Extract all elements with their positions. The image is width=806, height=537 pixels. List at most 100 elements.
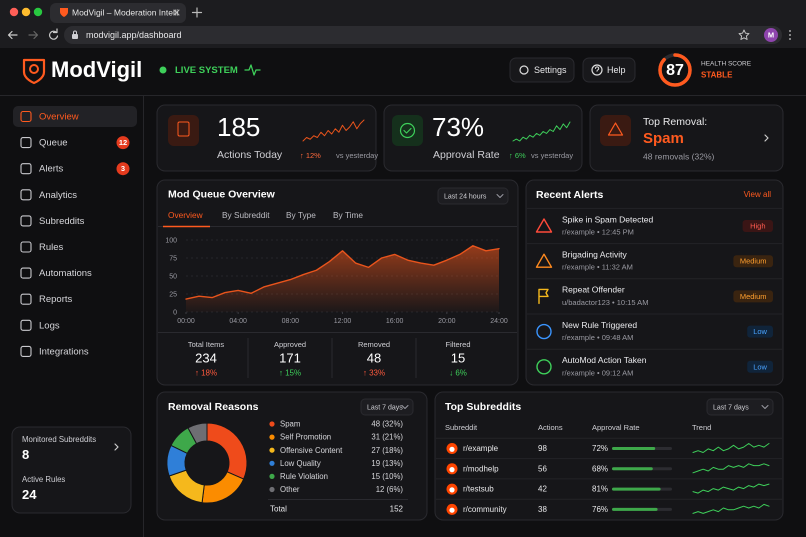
card-title: Mod Queue Overview bbox=[168, 188, 276, 200]
kpi-value: Spam bbox=[643, 130, 684, 147]
bookmark-icon[interactable] bbox=[738, 29, 750, 40]
alert-title[interactable]: Brigading Activity bbox=[562, 249, 627, 259]
approval-label: 68% bbox=[592, 464, 608, 473]
forward-icon[interactable] bbox=[28, 30, 39, 40]
help-button[interactable] bbox=[582, 57, 636, 83]
window-control bbox=[9, 7, 19, 17]
severity-badge bbox=[733, 290, 773, 303]
severity-label: Low bbox=[753, 327, 767, 336]
nav-item[interactable]: Analytics bbox=[39, 190, 77, 201]
kpi-label: Actions Today bbox=[217, 149, 283, 161]
card-chevron[interactable] bbox=[764, 134, 769, 142]
nav-item[interactable]: Logs bbox=[39, 320, 60, 331]
reload-icon[interactable] bbox=[49, 28, 59, 40]
subreddits-card bbox=[434, 391, 784, 521]
nav-item[interactable]: Overview bbox=[39, 112, 79, 123]
stat-change: ↓ 6% bbox=[449, 369, 467, 378]
settings-button[interactable] bbox=[509, 57, 575, 83]
stat-value: 234 bbox=[195, 350, 217, 365]
nav-item[interactable]: Automations bbox=[39, 268, 92, 279]
subreddit-name[interactable]: r/example bbox=[463, 444, 499, 453]
tab[interactable]: By Type bbox=[286, 210, 316, 220]
x-tick-label: 12:00 bbox=[334, 318, 352, 325]
donut-slice bbox=[187, 422, 208, 445]
tab-title: ModVigil – Moderation Intelli bbox=[72, 7, 179, 17]
tab[interactable]: By Time bbox=[333, 210, 363, 220]
sidebar-stat-label: Active Rules bbox=[22, 475, 65, 484]
column-header: Actions bbox=[538, 423, 563, 432]
nav-icon bbox=[20, 110, 32, 123]
alert-title[interactable]: Spike in Spam Detected bbox=[562, 214, 653, 224]
kpi-note: 48 removals (32%) bbox=[643, 151, 715, 161]
alert-meta: r/example • 09:48 AM bbox=[562, 333, 633, 342]
stat-label: Removed bbox=[358, 340, 390, 349]
range-select[interactable] bbox=[706, 398, 774, 416]
column-header: Subreddit bbox=[445, 423, 478, 432]
kpi-note: vs yesterday bbox=[531, 151, 573, 160]
check-icon bbox=[399, 122, 416, 139]
alert-title[interactable]: Repeat Offender bbox=[562, 285, 625, 295]
tab-close-icon[interactable] bbox=[173, 9, 180, 16]
logo-shield bbox=[22, 58, 46, 85]
lock-icon bbox=[72, 34, 78, 39]
subreddit-name[interactable]: r/community bbox=[463, 505, 507, 514]
nav-item[interactable]: Subreddits bbox=[39, 216, 85, 227]
address-bar[interactable] bbox=[64, 26, 782, 44]
alert-meta: r/example • 11:32 AM bbox=[562, 263, 633, 272]
kpi-title: Top Removal: bbox=[643, 116, 707, 128]
lock-shackle bbox=[73, 30, 77, 35]
nav-item[interactable]: Integrations bbox=[39, 346, 89, 357]
nav-icon bbox=[20, 163, 32, 175]
window-control bbox=[33, 7, 43, 17]
range-select[interactable] bbox=[437, 187, 509, 205]
approval-bar bbox=[612, 487, 661, 491]
nav-item[interactable]: Alerts bbox=[39, 164, 64, 175]
severity-badge bbox=[742, 220, 773, 232]
alert-icon bbox=[536, 323, 552, 340]
health-status: STABLE bbox=[701, 71, 733, 80]
stat-change: ↑ 18% bbox=[195, 369, 217, 378]
nav-badge-count: 3 bbox=[121, 164, 125, 173]
kpi-value: 185 bbox=[217, 112, 260, 142]
pulse-icon bbox=[244, 64, 261, 76]
range-select[interactable] bbox=[360, 398, 414, 416]
live-dot bbox=[159, 66, 167, 74]
trend-sparkline bbox=[692, 503, 770, 514]
nav-icon bbox=[20, 267, 32, 279]
nav-active-bg bbox=[13, 106, 137, 127]
alert-icon bbox=[535, 218, 553, 233]
alert-title[interactable]: New Rule Triggered bbox=[562, 320, 637, 330]
nav-icon bbox=[20, 319, 32, 331]
nav-item[interactable]: Rules bbox=[39, 242, 64, 253]
chevron-icon bbox=[401, 405, 409, 409]
legend-label: Offensive Content bbox=[280, 446, 343, 455]
kpi-sparkline bbox=[302, 119, 365, 142]
browser-tab[interactable] bbox=[50, 3, 186, 23]
sidebar-stat-value: 8 bbox=[22, 447, 29, 462]
brand-name: ModVigil bbox=[51, 57, 142, 82]
view-all-link[interactable]: View all bbox=[744, 190, 772, 199]
y-tick-label: 25 bbox=[169, 291, 177, 298]
subreddit-name[interactable]: r/modhelp bbox=[463, 464, 499, 473]
back-icon[interactable] bbox=[7, 30, 18, 40]
window-control bbox=[21, 7, 31, 17]
legend-dot bbox=[269, 421, 275, 427]
nav-badge-count: 12 bbox=[119, 138, 127, 147]
avatar[interactable] bbox=[764, 28, 778, 42]
nav-item[interactable]: Reports bbox=[39, 294, 73, 305]
help-label: Help bbox=[607, 65, 626, 75]
legend-dot bbox=[269, 473, 275, 479]
new-tab-icon[interactable] bbox=[191, 7, 203, 18]
alert-icon bbox=[536, 359, 552, 375]
severity-badge bbox=[747, 360, 773, 373]
tab[interactable]: By Subreddit bbox=[222, 210, 270, 220]
subreddit-actions: 98 bbox=[538, 444, 547, 453]
tab[interactable]: Overview bbox=[168, 210, 204, 220]
health-score: 87 bbox=[666, 62, 684, 79]
alert-title[interactable]: AutoMod Action Taken bbox=[562, 355, 647, 365]
nav-item[interactable]: Queue bbox=[39, 138, 68, 149]
subreddit-name[interactable]: r/testsub bbox=[463, 485, 494, 494]
stat-value: 48 bbox=[367, 350, 381, 365]
sidebar-chevron[interactable] bbox=[114, 443, 119, 451]
